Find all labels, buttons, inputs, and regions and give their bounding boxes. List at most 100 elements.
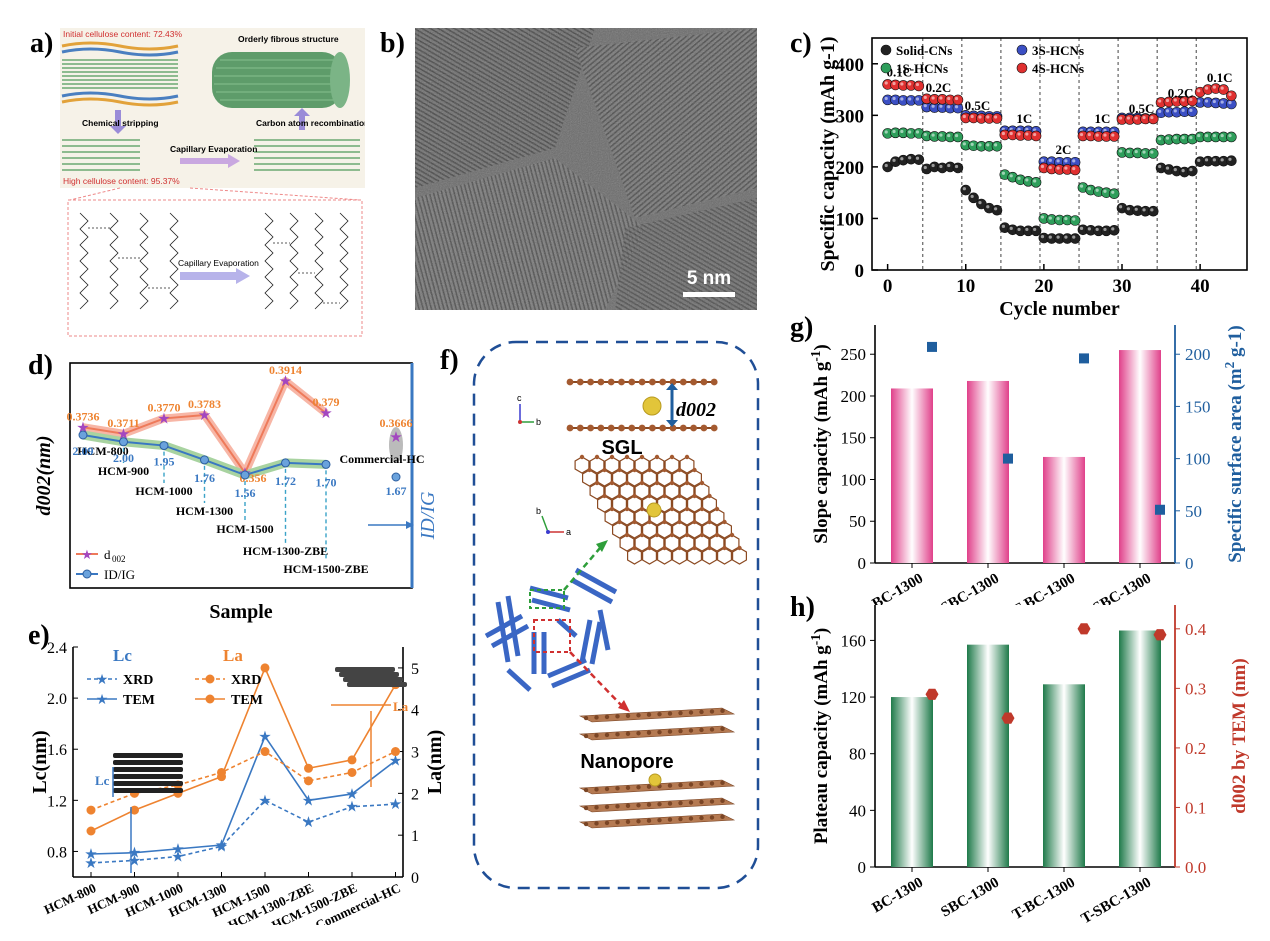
carbon-atom <box>720 798 725 804</box>
point-highlight <box>900 157 904 161</box>
carbon-atom <box>597 424 605 432</box>
point-highlight <box>931 133 935 137</box>
carbon-atom <box>678 782 683 788</box>
point-highlight <box>1009 174 1013 178</box>
plot-frame <box>871 37 1248 271</box>
carbon-atom <box>720 708 725 714</box>
carbon-atom <box>594 715 599 720</box>
point-highlight <box>1001 131 1006 136</box>
legend-marker <box>82 569 92 579</box>
legend-marker: ★ <box>96 693 109 708</box>
hexagon <box>687 521 702 539</box>
carbon-atom <box>699 480 705 486</box>
panel-label-g: g) <box>790 312 814 343</box>
legend-label: d <box>104 547 111 562</box>
legend-label: 1S-HCNs <box>896 61 948 76</box>
point-highlight <box>900 129 904 134</box>
data-point <box>1147 205 1159 217</box>
hexagon <box>612 521 627 539</box>
point-highlight <box>1040 215 1045 219</box>
legend-lc-title: Lc <box>113 646 132 665</box>
y-tick-label-right: 2 <box>411 786 419 803</box>
carbon-atom <box>625 803 631 808</box>
point-highlight <box>1017 176 1021 180</box>
carbon-atom <box>646 712 652 717</box>
x-tick-label: 0 <box>883 276 893 297</box>
point-highlight <box>970 142 974 146</box>
y-tick-label: 0 <box>855 261 865 282</box>
hexagon <box>589 456 605 474</box>
bar <box>891 697 933 867</box>
hexagon <box>657 547 672 565</box>
legend-label: TEM <box>231 693 263 708</box>
carbon-atom <box>692 467 697 473</box>
carbon-atom <box>709 815 715 820</box>
point-highlight <box>892 129 896 134</box>
carbon-atom <box>707 519 712 525</box>
carbon-atom <box>583 805 589 811</box>
y-tick-label-right: 5 <box>411 661 419 678</box>
carbon-atom <box>709 709 715 714</box>
carbon-atom <box>692 545 697 551</box>
point-highlight <box>892 158 896 162</box>
hexagon <box>694 534 710 552</box>
hexagon <box>679 482 695 500</box>
layer <box>343 677 403 682</box>
carbon-atom <box>688 816 694 821</box>
data-point <box>1226 90 1237 102</box>
axis-triad-1-icon: c b <box>517 393 541 427</box>
hexagon <box>702 547 717 565</box>
point-highlight <box>939 133 943 137</box>
point-highlight <box>947 105 951 109</box>
point-highlight <box>1025 132 1029 136</box>
bar <box>967 644 1009 867</box>
hexagon <box>687 547 702 565</box>
point-highlight <box>1072 235 1076 239</box>
carbon-atom <box>669 378 677 386</box>
panel-label-b: b) <box>380 28 405 59</box>
commercial-d002-label: 0.3666 <box>380 416 413 430</box>
carbon-atom <box>649 424 656 432</box>
d002-marker: ★ <box>319 406 332 422</box>
point-highlight <box>1126 207 1131 211</box>
point-highlight <box>1048 235 1052 239</box>
y-tick-label-right: 1 <box>411 828 419 845</box>
carbon-atom <box>607 424 615 432</box>
point-highlight <box>1064 216 1068 221</box>
carbon-atom <box>729 532 735 538</box>
svg-text:b: b <box>536 506 541 516</box>
point-highlight <box>1173 109 1177 113</box>
point-highlight <box>1212 158 1216 162</box>
point-highlight <box>1197 89 1201 93</box>
star-marker: ★ <box>258 729 271 745</box>
y-tick-label: 40 <box>849 801 866 820</box>
legend-marker: ★ <box>96 673 109 688</box>
data-point <box>991 204 1003 216</box>
data-point <box>1069 233 1081 244</box>
point-highlight <box>1111 133 1115 137</box>
bar <box>967 380 1009 563</box>
point-highlight <box>1103 227 1107 232</box>
panel-e-chart: 0.81.21.62.02.4012345HCM-800HCM-900HCM-1… <box>29 640 446 925</box>
y-tick-label: 50 <box>849 512 866 531</box>
y-tick-label: 0 <box>858 858 867 877</box>
panel-label-d: d) <box>28 350 53 381</box>
point-highlight <box>1017 227 1021 232</box>
point-highlight <box>1158 164 1162 169</box>
point-highlight <box>915 82 920 87</box>
point-highlight <box>931 96 935 100</box>
point-highlight <box>1095 133 1099 137</box>
carbon-atom <box>710 378 718 386</box>
commercial-name-label: Commercial-HC <box>339 452 424 466</box>
hexagon <box>679 534 695 552</box>
carbon-atom <box>625 713 631 718</box>
scale-bar-label: 5 nm <box>687 268 731 289</box>
hexagon <box>604 482 620 500</box>
point-highlight <box>1025 178 1029 182</box>
point-highlight <box>978 201 982 205</box>
y-axis-label-left: Plateau capacity (mAh g-1) <box>808 628 833 844</box>
hexagon <box>657 495 672 513</box>
point-highlight <box>1001 171 1006 175</box>
bar <box>1043 456 1085 563</box>
circle-marker <box>347 755 357 765</box>
